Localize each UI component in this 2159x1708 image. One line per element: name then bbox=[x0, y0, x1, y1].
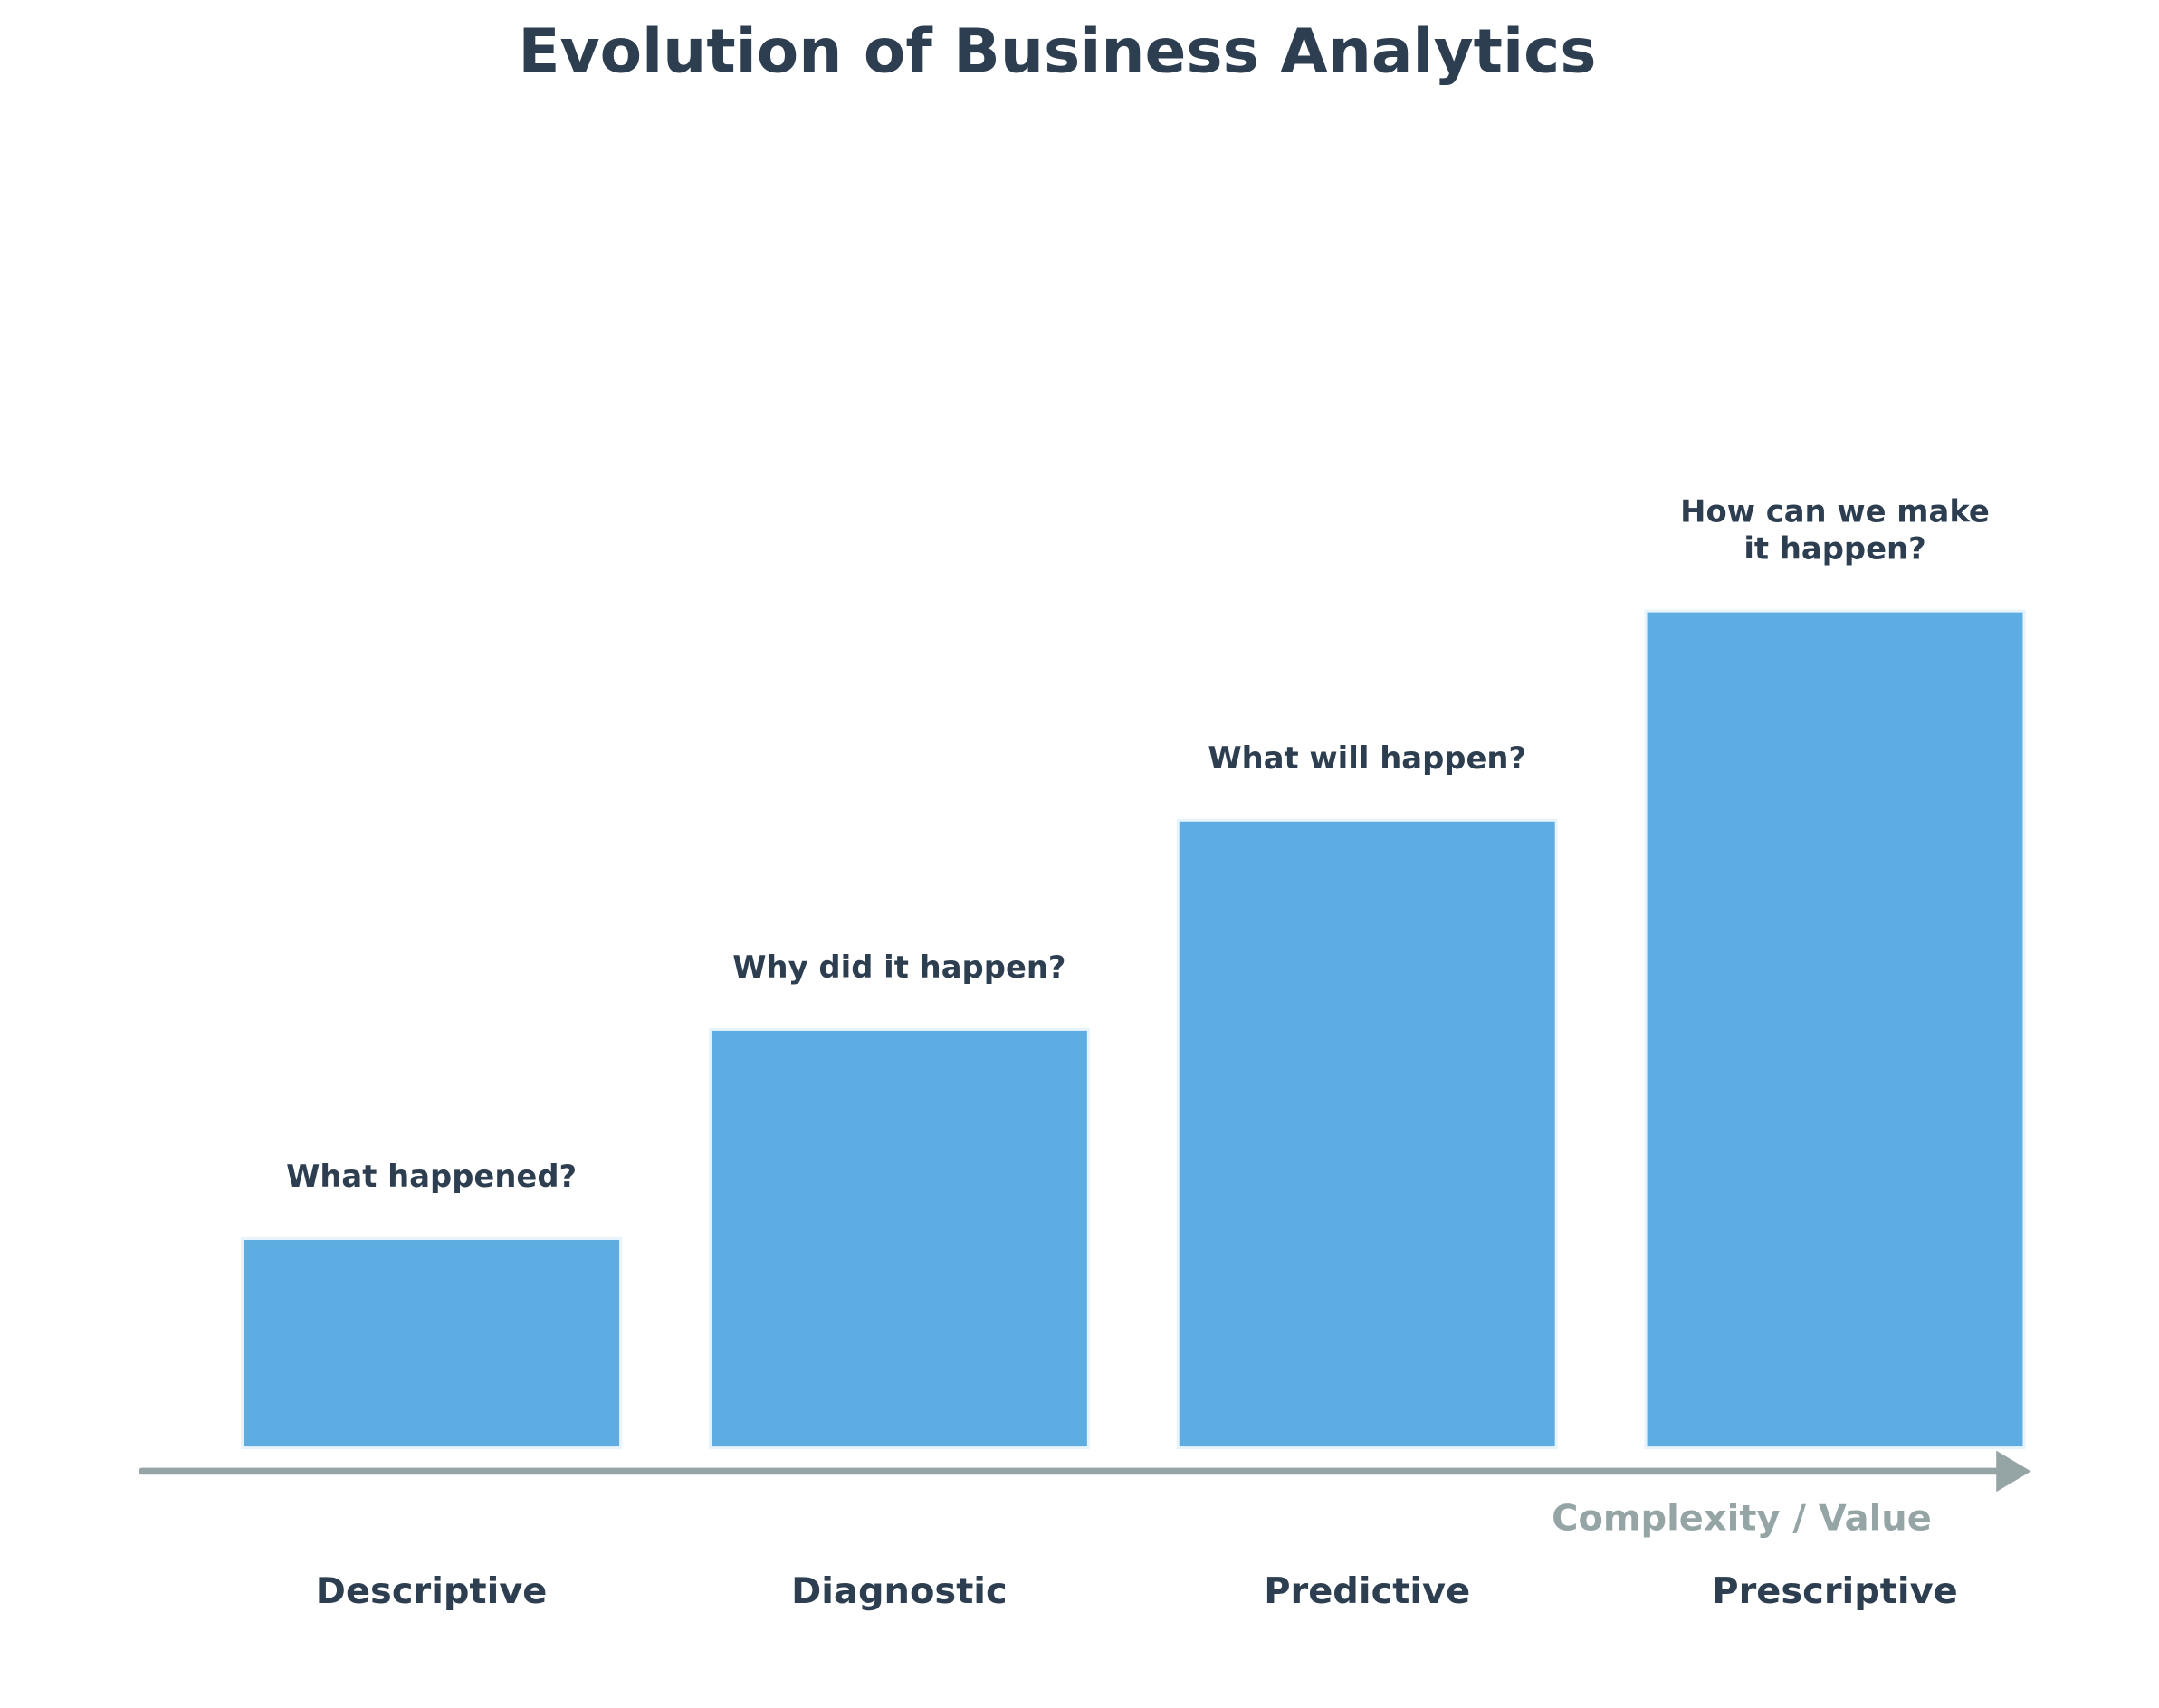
bar-annotation: What will happen? bbox=[1208, 740, 1526, 776]
chart-title: Evolution of Business Analytics bbox=[518, 16, 1596, 87]
bar-annotation: Why did it happen? bbox=[732, 949, 1065, 985]
bar bbox=[1176, 818, 1558, 1450]
x-tick-label: Descriptive bbox=[316, 1570, 548, 1612]
x-tick-label: Diagnostic bbox=[791, 1570, 1008, 1612]
x-tick-label: Prescriptive bbox=[1712, 1570, 1957, 1612]
bar bbox=[241, 1236, 623, 1450]
bar-annotation: it happen? bbox=[1743, 531, 1925, 567]
bar bbox=[708, 1027, 1090, 1450]
x-axis-label: Complexity / Value bbox=[1552, 1498, 1932, 1540]
bar-annotation: How can we make bbox=[1680, 494, 1990, 530]
bar bbox=[1644, 609, 2026, 1450]
x-tick-label: Predictive bbox=[1264, 1570, 1470, 1612]
bar-annotation: What happened? bbox=[286, 1159, 577, 1194]
